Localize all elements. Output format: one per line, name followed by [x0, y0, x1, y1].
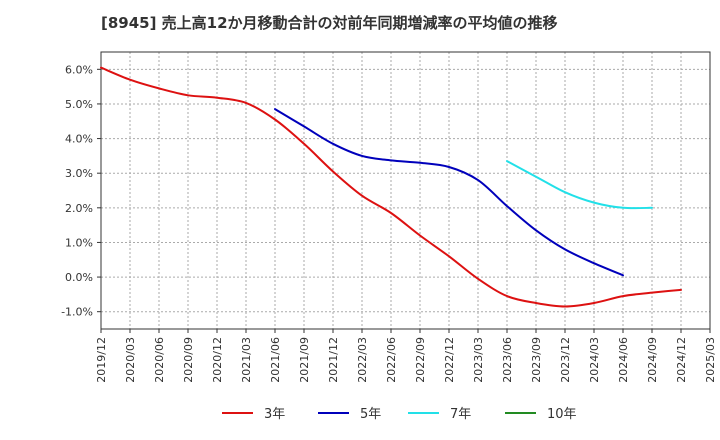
x-tick-label: 2023/03: [472, 337, 485, 383]
x-tick-label: 2023/09: [530, 337, 543, 383]
plot-background: [101, 52, 710, 329]
y-tick-label: 4.0%: [65, 133, 93, 146]
x-tick-label: 2024/06: [617, 337, 630, 383]
series-line: [506, 160, 653, 210]
x-tick-label: 2022/09: [414, 337, 427, 383]
chart-title: [8945] 売上高12か月移動合計の対前年同期増減率の平均値の推移: [101, 14, 558, 32]
x-tick-label: 2021/06: [269, 337, 282, 383]
x-tick-label: 2022/03: [356, 337, 369, 383]
plot-frame: [100, 51, 711, 330]
x-tick-label: 2022/12: [443, 337, 456, 383]
x-tick-label: 2020/06: [153, 337, 166, 383]
legend-label: 3年: [264, 407, 285, 422]
x-tick-label: 2025/03: [704, 337, 717, 383]
x-tick-label: 2019/12: [95, 337, 108, 383]
x-tick-label: 2024/03: [588, 337, 601, 383]
y-axis-ticks: -1.0% 0.0% 1.0% 2.0% 3.0% 4.0% 5.0% 6.0%: [61, 63, 101, 319]
y-tick-label: 3.0%: [65, 167, 93, 180]
y-tick-label: 5.0%: [65, 98, 93, 111]
y-tick-label: 1.0%: [65, 236, 93, 249]
y-tick-label: 2.0%: [65, 202, 93, 215]
series-line: [100, 66, 682, 308]
x-tick-label: 2022/06: [385, 337, 398, 383]
y-tick-label: 6.0%: [65, 63, 93, 76]
legend-label: 7年: [450, 407, 471, 422]
x-tick-label: 2023/12: [559, 337, 572, 383]
legend-label: 10年: [547, 407, 577, 422]
x-tick-label: 2024/12: [675, 337, 688, 383]
x-tick-label: 2021/03: [240, 337, 253, 383]
y-tick-label: -1.0%: [61, 306, 93, 319]
y-tick-label: 0.0%: [65, 271, 93, 284]
x-tick-label: 2021/12: [327, 337, 340, 383]
x-tick-label: 2024/09: [646, 337, 659, 383]
x-axis-ticks: 2019/12 2020/03 2020/06 2020/09 2020/12 2021/…: [95, 329, 717, 383]
legend: 3年 5年 7年 10年: [222, 407, 577, 422]
x-tick-label: 2020/12: [211, 337, 224, 383]
gridlines: [101, 52, 710, 329]
x-tick-label: 2021/09: [298, 337, 311, 383]
series-lines: [100, 66, 682, 308]
axes: [100, 51, 711, 330]
x-tick-label: 2020/09: [182, 337, 195, 383]
legend-label: 5年: [360, 407, 381, 422]
x-tick-label: 2020/03: [124, 337, 137, 383]
series-line: [274, 108, 624, 277]
x-tick-label: 2023/06: [501, 337, 514, 383]
